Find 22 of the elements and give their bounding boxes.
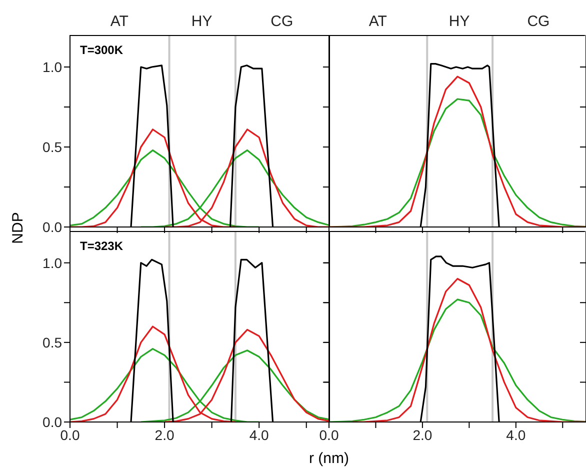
- y-tick-label: 0.0: [42, 414, 62, 430]
- text: HY: [448, 13, 470, 30]
- text: T=300K: [80, 43, 124, 57]
- y-tick-label: 0.5: [42, 334, 62, 350]
- text: HY: [191, 13, 212, 30]
- x-tick-label: 2.0: [412, 426, 432, 443]
- y-tick-label: 0.5: [42, 138, 62, 155]
- x-tick-label: 4.0: [506, 426, 526, 443]
- x-tick-label: 4.0: [249, 426, 270, 443]
- y-tick-label: 1.0: [42, 58, 62, 75]
- x-axis-title: r (nm): [309, 450, 349, 467]
- x-tick-label: 0.0: [60, 426, 80, 443]
- text: T=323K: [80, 239, 124, 253]
- text: AT: [368, 13, 387, 30]
- x-tick-label: 0.0: [319, 426, 339, 443]
- x-tick-label: 2.0: [154, 426, 174, 443]
- y-axis-title: NDP: [9, 212, 26, 244]
- y-tick-label: 0.0: [42, 218, 62, 235]
- y-tick-label: 1.0: [42, 254, 62, 271]
- text: AT: [110, 13, 128, 30]
- text: CG: [270, 13, 294, 30]
- text: CG: [527, 13, 550, 30]
